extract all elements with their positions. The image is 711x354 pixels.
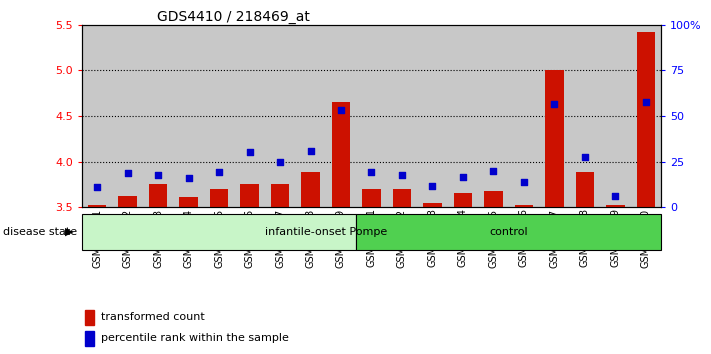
Bar [204,25,234,207]
Bar [363,189,380,207]
Bar [606,205,625,207]
Bar [515,205,533,207]
Text: GDS4410 / 218469_at: GDS4410 / 218469_at [157,10,310,24]
Bar [88,205,106,207]
Bar [600,25,631,207]
Point [518,179,530,184]
Bar [118,196,137,207]
Text: infantile-onset Pompe: infantile-onset Pompe [264,227,387,237]
Text: control: control [489,227,528,237]
Point [305,148,316,153]
Point [579,154,591,160]
Bar [631,25,661,207]
Bar [82,25,112,207]
Point [213,170,225,175]
Point [365,170,377,175]
Bar [332,102,350,207]
Point [152,172,164,178]
Bar [576,172,594,207]
Point [457,174,469,180]
Text: percentile rank within the sample: percentile rank within the sample [101,333,289,343]
Bar [356,214,661,250]
Bar [179,197,198,207]
Bar [173,25,204,207]
Text: transformed count: transformed count [101,312,205,322]
Point [336,107,347,112]
Bar [454,193,472,207]
Point [274,159,286,164]
Bar [143,25,173,207]
Text: ▶: ▶ [65,227,74,237]
Bar [570,25,600,207]
Point [549,101,560,107]
Bar [240,184,259,207]
Bar [509,25,539,207]
Bar [271,184,289,207]
Bar [326,25,356,207]
Point [427,183,438,189]
Bar [301,172,320,207]
Bar [423,202,442,207]
Bar [149,184,167,207]
Bar [295,25,326,207]
Point [641,99,652,105]
Bar [85,310,94,325]
Bar [264,25,295,207]
Point [610,193,621,199]
Point [396,172,407,178]
Bar [85,331,94,346]
Bar [234,25,264,207]
Bar [484,191,503,207]
Bar [479,25,509,207]
Bar [387,25,417,207]
Bar [112,25,143,207]
Bar [210,189,228,207]
Point [122,171,133,176]
Point [91,184,102,190]
Point [488,168,499,173]
Point [183,175,194,181]
Bar [417,25,448,207]
Bar [637,32,655,207]
Point [244,150,255,155]
Text: disease state: disease state [3,227,77,237]
Bar [545,70,564,207]
Bar [356,25,387,207]
Bar [448,25,479,207]
Bar [539,25,570,207]
Bar [82,214,356,250]
Bar [393,189,411,207]
